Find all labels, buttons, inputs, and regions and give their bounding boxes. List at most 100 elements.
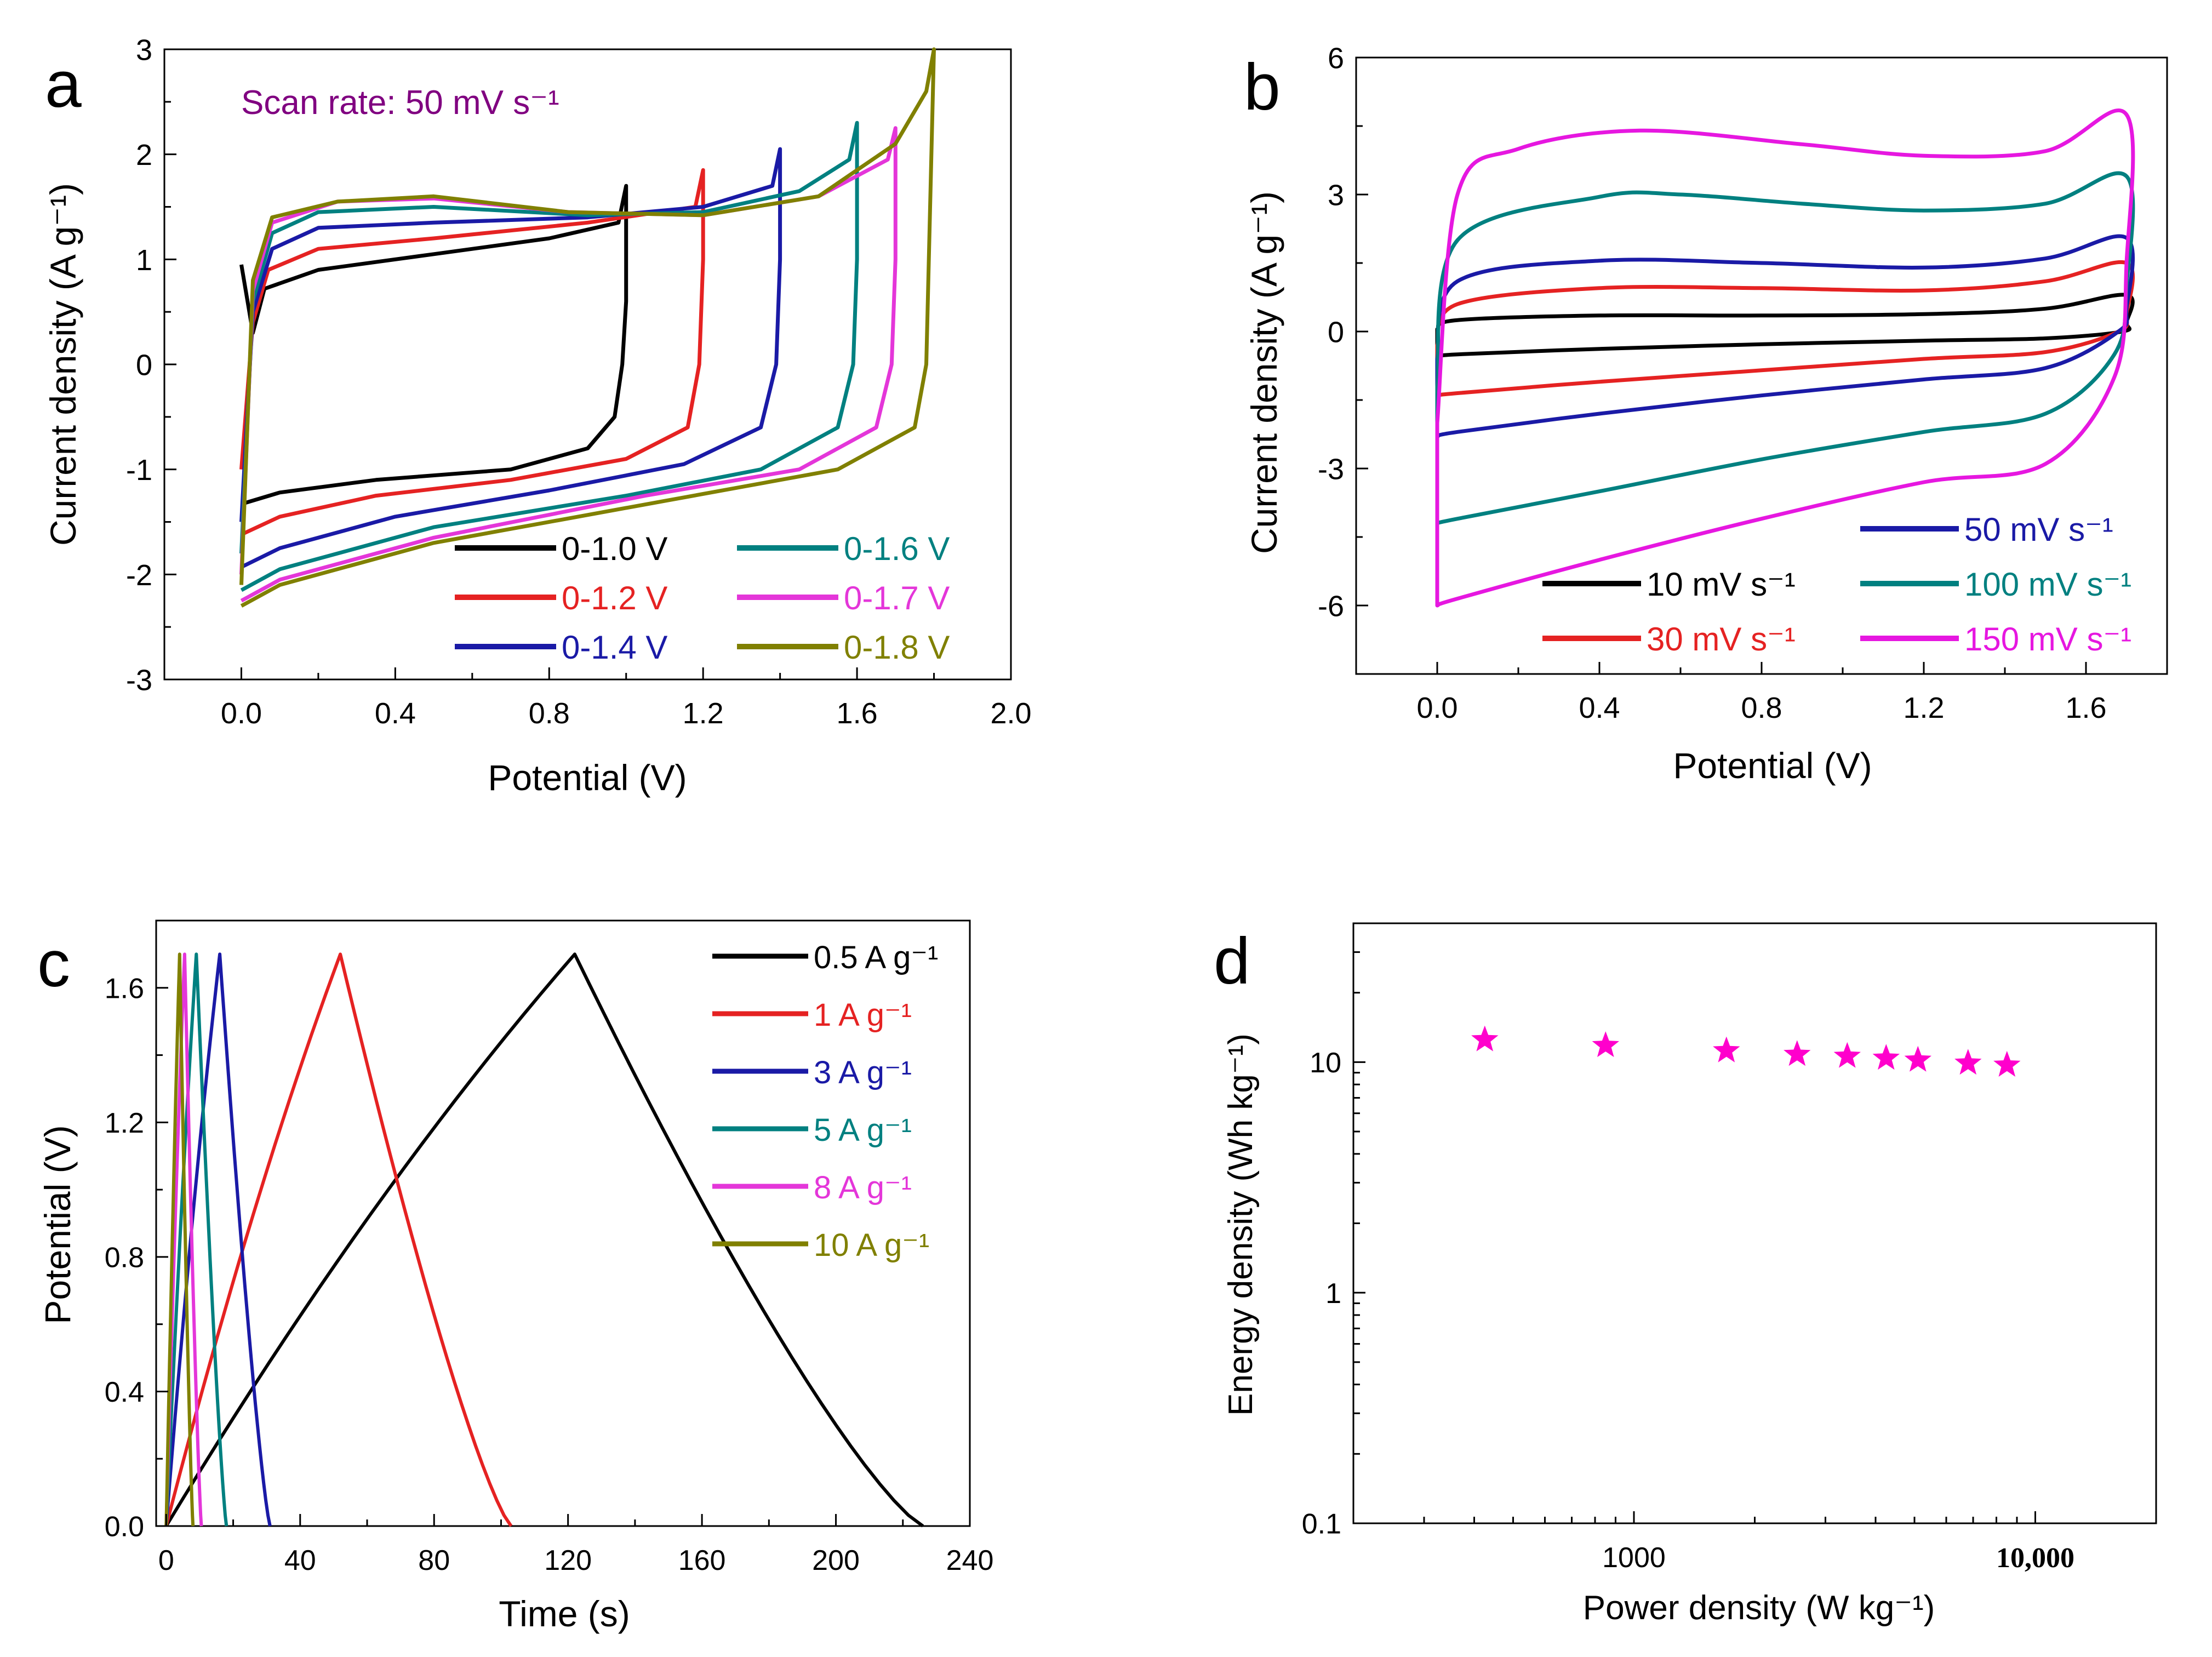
legend-label: 0-1.0 V — [562, 530, 667, 567]
y-axis-label-d: Energy density (Wh kg⁻¹) — [1222, 1033, 1260, 1416]
legend-b: 10 mV s⁻¹ 30 mV s⁻¹ 50 mV s⁻¹ 100 mV s⁻¹ 150… — [1542, 511, 2131, 658]
panel-d: d 1000 10,000 0.1 1 10 Power density (W kg⁻… — [1214, 922, 2157, 1627]
legend-label: 150 mV s⁻¹ — [1964, 621, 2131, 658]
y-tick-label: -3 — [1318, 453, 1344, 485]
x-tick-label: 240 — [946, 1545, 994, 1576]
x-ticks-c: 0 40 80 120 160 200 240 — [158, 1514, 994, 1576]
panel-label-a: a — [45, 48, 82, 121]
panel-label-b: b — [1244, 50, 1281, 124]
y-tick-label: -2 — [126, 559, 152, 592]
legend-label: 0-1.6 V — [844, 530, 950, 567]
x-tick-label: 120 — [544, 1545, 592, 1576]
annotation-a: Scan rate: 50 mV s⁻¹ — [241, 84, 559, 122]
legend-label: 3 A g⁻¹ — [814, 1055, 912, 1090]
x-ticks-d: 1000 10,000 — [1423, 1511, 2074, 1574]
x-ticks-a: 0.0 0.4 0.8 1.2 1.6 2.0 — [221, 667, 1032, 730]
series-line — [164, 952, 195, 1527]
panel-label-c: c — [37, 927, 70, 1001]
legend-label: 0-1.7 V — [844, 580, 950, 616]
y-tick-label: 1 — [1325, 1278, 1341, 1310]
x-axis-label-a: Potential (V) — [488, 757, 687, 798]
y-tick-label: 0.1 — [1302, 1509, 1341, 1540]
legend-label: 30 mV s⁻¹ — [1647, 621, 1796, 658]
series-loop — [1435, 108, 2135, 608]
legend-label: 0.5 A g⁻¹ — [814, 940, 938, 975]
y-axis-label-a: Current density (A g⁻¹) — [43, 183, 83, 546]
x-tick-label: 40 — [284, 1545, 316, 1576]
y-axis-label-b: Current density (A g⁻¹) — [1244, 191, 1284, 554]
legend-label: 0-1.4 V — [562, 629, 667, 666]
series-loop — [1435, 234, 2135, 439]
x-tick-label: 200 — [812, 1545, 860, 1576]
star-marker — [1713, 1036, 1740, 1062]
x-tick-label: 0.0 — [1416, 692, 1457, 724]
y-tick-label: 6 — [1328, 42, 1344, 75]
y-tick-label: -1 — [126, 454, 152, 487]
star-marker — [1784, 1040, 1811, 1066]
panel-a: a 0.0 0.4 0.8 1.2 1.6 2.0 -3 -2 -1 0 1 2 3 Scan rat… — [43, 33, 1032, 798]
y-tick-label: 0 — [1328, 316, 1344, 348]
star-marker — [1872, 1044, 1900, 1070]
series-line — [164, 952, 228, 1527]
y-tick-label: -6 — [1318, 590, 1344, 622]
y-axis-label-c: Potential (V) — [37, 1125, 78, 1324]
legend-label: 10 A g⁻¹ — [814, 1227, 929, 1263]
star-marker — [1993, 1050, 2021, 1077]
x-tick-label: 1000 — [1602, 1542, 1666, 1574]
y-tick-label: 3 — [136, 33, 152, 66]
y-ticks-c: 0.0 0.4 0.8 1.2 1.6 — [105, 973, 168, 1543]
panel-c: c 0 40 80 120 160 200 240 0.0 0.4 0.8 1.2 1.6 Time… — [37, 919, 994, 1634]
x-tick-label: 0.8 — [529, 697, 570, 730]
legend-label: 0-1.8 V — [844, 629, 950, 666]
x-tick-label: 0.4 — [375, 697, 416, 730]
x-axis-label-d: Power density (W kg⁻¹) — [1583, 1589, 1935, 1627]
y-tick-label: 2 — [136, 139, 152, 172]
x-tick-label: 0.0 — [221, 697, 262, 730]
series-loop — [1435, 171, 2135, 525]
x-axis-label-c: Time (s) — [499, 1593, 630, 1634]
x-tick-label: 1.2 — [683, 697, 724, 730]
plot-frame-c — [155, 919, 971, 1527]
star-marker — [1471, 1025, 1499, 1052]
y-tick-label: 1 — [136, 244, 152, 277]
y-ticks-d: 0.1 1 10 — [1302, 951, 1365, 1540]
x-ticks-b: 0.0 0.4 0.8 1.2 1.6 — [1416, 662, 2107, 724]
legend-label: 8 A g⁻¹ — [814, 1170, 912, 1205]
legend-label: 0-1.2 V — [562, 580, 667, 616]
series-line — [239, 147, 782, 569]
legend-label: 1 A g⁻¹ — [814, 997, 912, 1033]
series-line — [239, 121, 859, 592]
y-tick-label: 0.8 — [105, 1242, 144, 1274]
y-tick-label: 10 — [1310, 1047, 1341, 1079]
star-marker — [1954, 1049, 1982, 1075]
x-tick-label: 80 — [418, 1545, 450, 1576]
y-tick-label: -3 — [126, 664, 152, 696]
legend-a: 0-1.0 V 0-1.2 V 0-1.4 V 0-1.6 V 0-1.7 V 0-1.8… — [455, 530, 950, 666]
series-line — [164, 952, 513, 1527]
legend-label: 100 mV s⁻¹ — [1964, 566, 2131, 603]
curves-a — [239, 47, 936, 608]
y-tick-label: 0 — [136, 348, 152, 381]
legend-c: 0.5 A g⁻¹ 1 A g⁻¹ 3 A g⁻¹ 5 A g⁻¹ 8 A g⁻¹ 10 … — [712, 940, 938, 1263]
x-tick-label: 1.2 — [1903, 692, 1944, 724]
x-tick-label: 1.6 — [837, 697, 878, 730]
star-marker — [1904, 1045, 1931, 1072]
x-tick-label: 0.8 — [1741, 692, 1782, 724]
y-tick-label: 1.2 — [105, 1107, 144, 1139]
x-tick-label: 1.6 — [2065, 692, 2106, 724]
y-tick-label: 1.6 — [105, 973, 144, 1004]
y-tick-label: 3 — [1328, 179, 1344, 212]
curves-b — [1435, 108, 2135, 608]
series-line — [164, 952, 272, 1527]
x-tick-label: 0.4 — [1579, 692, 1620, 724]
x-tick-label: 0 — [158, 1545, 174, 1576]
series-line — [239, 184, 628, 506]
series-line — [164, 952, 924, 1528]
legend-label: 5 A g⁻¹ — [814, 1112, 912, 1148]
star-marker — [1592, 1031, 1619, 1058]
x-tick-label: 2.0 — [990, 697, 1031, 730]
x-tick-label: 160 — [678, 1545, 726, 1576]
curves-c — [164, 952, 924, 1528]
